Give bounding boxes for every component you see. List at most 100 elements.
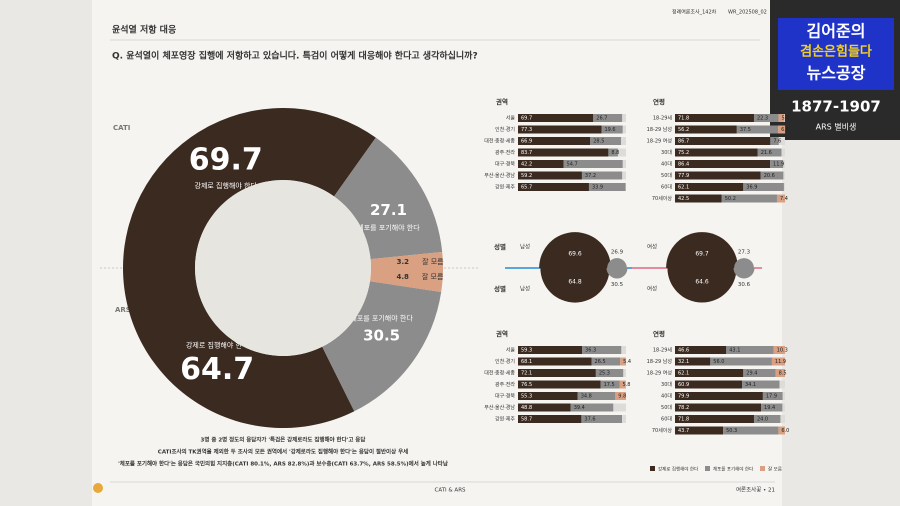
- bar-segment: [518, 346, 583, 354]
- slice-value: 64.7: [180, 352, 254, 387]
- bar-segment: [710, 357, 772, 366]
- bar-segment: [675, 380, 742, 389]
- bar-value: 39.4: [574, 405, 585, 411]
- bar-segment: [753, 415, 781, 423]
- bar-segment: [518, 114, 594, 122]
- bar-segment: [675, 369, 744, 377]
- bar-value: 46.6: [678, 348, 689, 354]
- panel-title: 권역: [496, 329, 508, 338]
- row-label: 18-29 남성: [647, 126, 672, 133]
- bar-value: 37.5: [740, 127, 751, 133]
- bar-segment: [675, 194, 722, 203]
- bar-value: 77.3: [521, 127, 532, 133]
- bar-segment: [615, 392, 626, 400]
- donut-slice: [123, 108, 376, 269]
- bar-value: 8.8: [611, 150, 619, 156]
- bar-value: 56.0: [713, 359, 724, 365]
- bar-value: 7.6: [773, 139, 781, 145]
- bar-segment: [518, 160, 564, 168]
- bar-segment: [593, 114, 623, 122]
- bar-segment: [675, 114, 754, 122]
- panel-title: 연령: [653, 329, 665, 338]
- bar-segment: [743, 183, 784, 191]
- bar-value: 9.8: [618, 394, 626, 400]
- row-label: 강원·제주: [495, 416, 515, 423]
- gender-label: 여성: [647, 285, 657, 293]
- bar-segment: [721, 194, 777, 203]
- bar-value: 28.5: [593, 139, 604, 145]
- slice-value: 30.5: [363, 326, 400, 344]
- center-disc: [195, 268, 371, 356]
- bar-value: 66.9: [521, 139, 532, 145]
- bar-segment: [582, 346, 622, 354]
- gender-circle: [607, 258, 627, 268]
- donut-slice: [322, 281, 442, 412]
- row-label: 부산·울산·경남: [484, 404, 515, 411]
- bar-value: 6.0: [781, 428, 789, 434]
- row-label: 60대: [661, 416, 672, 423]
- legend-swatch: [760, 466, 765, 471]
- bar-value: 17.5: [604, 382, 615, 388]
- gender-label: 남성: [520, 285, 530, 293]
- bar-value: 75.2: [678, 150, 689, 156]
- row-label: 70세이상: [652, 427, 673, 434]
- bar-segment: [600, 380, 620, 389]
- row-label: 40대: [661, 161, 672, 168]
- bar-segment: [675, 137, 771, 145]
- footer-center: CATI & ARS: [434, 488, 466, 494]
- donut-slice: [334, 137, 443, 260]
- bar-value: 32.1: [678, 359, 689, 365]
- bar-segment: [518, 357, 592, 366]
- legend-label: 잘 모름: [768, 466, 782, 473]
- bar-segment: [675, 426, 724, 435]
- panel-title: 연령: [653, 97, 665, 106]
- gender-value: 69.7: [695, 251, 709, 258]
- bar-segment: [675, 346, 727, 354]
- bar-value: 68.1: [521, 359, 532, 365]
- bar-segment: [518, 415, 582, 423]
- code: WR_202508_02: [728, 10, 767, 16]
- bar-value: 71.8: [678, 116, 689, 122]
- row-label: 40대: [661, 393, 672, 400]
- bar-segment: [518, 380, 601, 389]
- row-label: 대구·경북: [495, 393, 515, 400]
- note: '체포를 포기해야 한다'는 응답은 국민의힘 지지층(CATI 80.1%, …: [118, 460, 448, 468]
- bar-segment: [778, 125, 786, 134]
- bar-value: 62.1: [678, 371, 689, 377]
- bar-value: 5.4: [623, 359, 631, 365]
- panel-title: 성별: [494, 242, 506, 251]
- panel-title: 권역: [496, 97, 508, 106]
- bar-segment: [675, 403, 762, 412]
- row-label: 18-29세: [653, 115, 673, 122]
- row-label: 30대: [661, 381, 672, 388]
- bar-segment: [590, 137, 622, 145]
- bar-value: 20.6: [764, 173, 775, 179]
- bar-segment: [588, 183, 626, 191]
- bar-value: 72.1: [521, 371, 532, 377]
- gender-value: 26.9: [611, 250, 624, 256]
- bar-value: 21.6: [761, 150, 772, 156]
- bar-value: 86.7: [678, 139, 689, 145]
- bar-segment: [563, 160, 623, 168]
- bar-value: 78.2: [678, 405, 689, 411]
- bar-segment: [595, 369, 624, 377]
- bar-value: 83.7: [521, 150, 532, 156]
- bar-value: 86.4: [678, 162, 689, 168]
- bar-value: 33.9: [592, 185, 603, 191]
- gender-label: 남성: [520, 243, 530, 251]
- row-label: 50대: [661, 404, 672, 411]
- bar-value: 24.0: [757, 417, 768, 423]
- survey-tag: CATI: [113, 124, 130, 132]
- bar-value: 56.2: [678, 127, 689, 133]
- gender-circle: [734, 258, 754, 268]
- row-label: 광주·전라: [495, 149, 515, 156]
- legend-swatch: [705, 466, 710, 471]
- row-label: 18-29 여성: [647, 138, 672, 145]
- bar-value: 26.5: [595, 359, 606, 365]
- note: 3명 중 2명 정도의 응답자가 '특검은 강제로라도 집행해야 한다'고 응답: [201, 436, 366, 444]
- bar-value: 77.9: [678, 173, 689, 179]
- bar-value: 65.7: [521, 185, 532, 191]
- logo-sub: ARS 별비생: [816, 122, 857, 132]
- bar-segment: [518, 125, 602, 134]
